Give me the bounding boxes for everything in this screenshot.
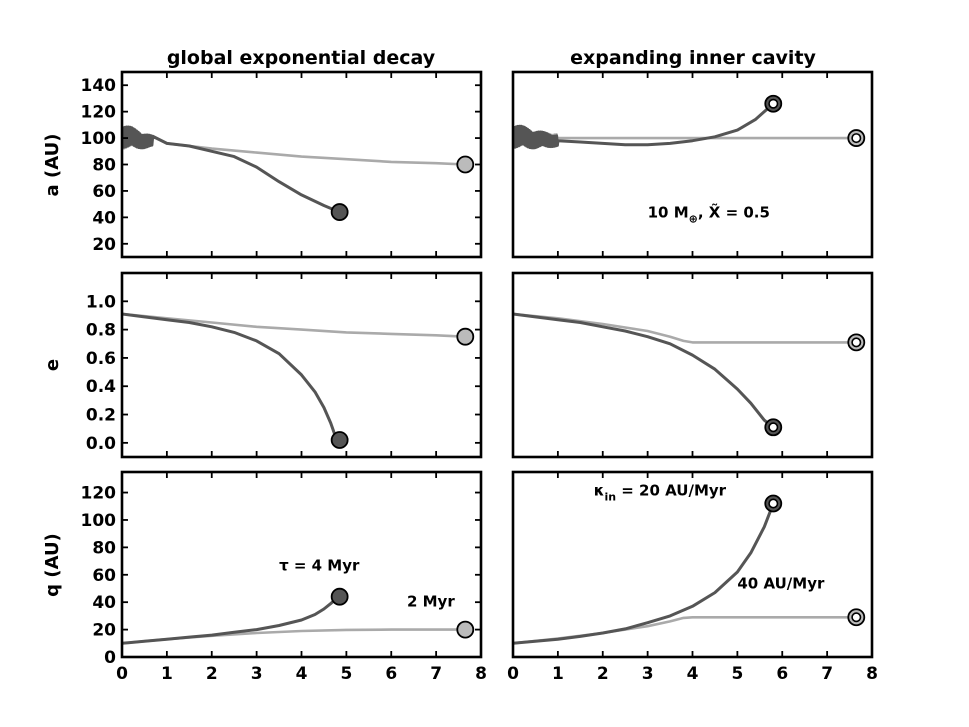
- series-line-dark: [513, 312, 775, 429]
- y-tick-label: 20: [92, 235, 116, 255]
- y-tick-label: 60: [92, 182, 116, 202]
- series-line-dark: [513, 502, 775, 645]
- y-tick-label: 20: [92, 621, 116, 641]
- annotation: 10 M⊕, X̃ = 0.5: [648, 203, 770, 226]
- x-tick-label: 0: [116, 664, 128, 684]
- annotation-part: , X̃ = 0.5: [698, 203, 770, 222]
- annotation: κin = 20 AU/Myr: [594, 481, 727, 503]
- end-marker: [330, 203, 349, 221]
- series-line-dark: [122, 125, 341, 214]
- axes-frame: [511, 70, 874, 259]
- x-tick-label: 7: [430, 664, 442, 684]
- y-tick-label: 0.0: [86, 434, 116, 454]
- series-line-light: [513, 128, 857, 149]
- x-tick-label: 5: [340, 664, 352, 684]
- y-tick-label: 80: [92, 156, 116, 176]
- annotation: τ = 4 Myr: [279, 557, 360, 575]
- panel-q-left: 0 20 40 60 80 100 120 0 1 2 3 4 5 6 7 8 q (AU) τ = 4 Myr 2…: [42, 470, 487, 684]
- end-marker-ring-inner: [851, 337, 862, 348]
- x-tick-label: 2: [597, 664, 609, 684]
- end-marker-ring-inner: [768, 498, 779, 509]
- panel-a-right: 10 M⊕, X̃ = 0.5: [511, 70, 874, 259]
- panel-q-right: 0 1 2 3 4 5 6 7 8 κin = 20 AU/Myr 40 AU/Myr: [507, 470, 878, 684]
- y-axis-label: e: [42, 359, 63, 371]
- column-title-right: expanding inner cavity: [570, 47, 816, 69]
- y-tick-label: 140: [81, 76, 117, 96]
- end-marker-ring-inner: [851, 133, 862, 144]
- y-tick-label: 120: [81, 103, 117, 123]
- annotation-part: = 20 AU/Myr: [616, 481, 727, 499]
- annotation-part: κ: [594, 481, 605, 499]
- x-tick-label: 2: [206, 664, 218, 684]
- annotation: 2 Myr: [407, 592, 455, 610]
- series-line-light: [122, 312, 466, 338]
- x-tick-label: 4: [687, 664, 699, 684]
- end-marker-ring-inner: [851, 612, 862, 623]
- axes-frame: [511, 470, 874, 659]
- y-tick-label: 60: [92, 566, 116, 586]
- end-marker: [456, 327, 475, 346]
- panel-e-right: [511, 271, 874, 459]
- series-line-dark: [122, 312, 341, 442]
- panel-e-left: 0.0 0.2 0.4 0.6 0.8 1.0 e: [42, 271, 483, 459]
- x-tick-label: 7: [821, 664, 833, 684]
- y-axis-label: a (AU): [42, 134, 63, 197]
- panel-a-left: 20 40 60 80 100 120 140 a (AU): [42, 70, 483, 259]
- x-tick-label: 0: [507, 664, 519, 684]
- y-tick-label: 40: [92, 208, 116, 228]
- y-tick-label: 120: [81, 484, 117, 504]
- x-tick-label: 1: [552, 664, 564, 684]
- y-tick-label: 0.4: [86, 377, 116, 397]
- x-tick-label: 8: [475, 664, 487, 684]
- axes-frame: [120, 271, 483, 459]
- x-tick-label: 6: [776, 664, 788, 684]
- x-tick-label: 5: [731, 664, 743, 684]
- y-tick-label: 80: [92, 538, 116, 558]
- y-tick-label: 40: [92, 593, 116, 613]
- end-marker-ring-inner: [768, 422, 779, 433]
- end-marker: [330, 431, 349, 449]
- y-tick-label: 100: [81, 511, 117, 531]
- y-tick-label: 0.6: [86, 349, 116, 369]
- axes-frame: [511, 271, 874, 459]
- series-line-dark: [513, 102, 775, 150]
- end-marker-ring-inner: [768, 98, 779, 109]
- y-axis-label: q (AU): [42, 533, 63, 597]
- axes-frame: [120, 70, 483, 259]
- end-marker: [456, 620, 475, 639]
- series-line-light: [122, 628, 466, 645]
- y-tick-label: 100: [81, 129, 117, 149]
- series-line-dark: [122, 595, 341, 645]
- column-title-left: global exponential decay: [167, 47, 436, 69]
- annotation-subscript: in: [604, 490, 616, 503]
- x-tick-label: 8: [866, 664, 878, 684]
- x-tick-label: 6: [385, 664, 397, 684]
- x-tick-label: 1: [161, 664, 173, 684]
- y-tick-label: 0.8: [86, 321, 116, 341]
- end-marker: [456, 155, 475, 174]
- x-tick-label: 3: [251, 664, 263, 684]
- y-tick-label: 0: [104, 648, 116, 668]
- y-tick-label: 0.2: [86, 406, 116, 426]
- series-line-light: [513, 312, 857, 344]
- series-line-light: [122, 128, 466, 166]
- annotation-part: 10 M: [648, 203, 689, 221]
- y-tick-label: 1.0: [86, 292, 116, 312]
- end-marker: [330, 587, 349, 606]
- annotation: 40 AU/Myr: [737, 574, 825, 592]
- annotation-subscript: ⊕: [689, 212, 698, 225]
- x-tick-label: 4: [296, 664, 308, 684]
- x-tick-label: 3: [642, 664, 654, 684]
